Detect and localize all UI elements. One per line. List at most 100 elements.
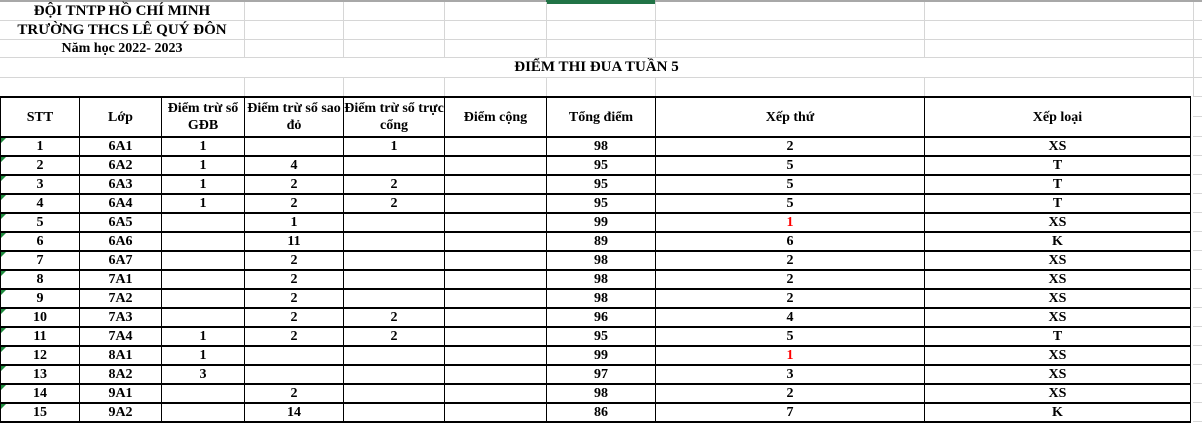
cell-plus[interactable] <box>444 345 547 366</box>
cell-class[interactable]: 7A1 <box>79 269 162 290</box>
cell-plus[interactable] <box>444 193 547 214</box>
cell-rank[interactable]: 6 <box>655 231 925 252</box>
cell-stt[interactable]: 2 <box>0 155 80 176</box>
cell-stt[interactable]: 15 <box>0 402 80 423</box>
cell-grade[interactable]: T <box>924 155 1191 176</box>
cell-stt[interactable]: 8 <box>0 269 80 290</box>
cell-rank[interactable]: 2 <box>655 288 925 309</box>
cell-class[interactable]: 6A4 <box>79 193 162 214</box>
cell-class[interactable]: 8A2 <box>79 364 162 385</box>
cell-total[interactable]: 96 <box>546 307 656 328</box>
column-header-tru_gdb[interactable]: Điểm trừ sổ GĐB <box>161 96 245 138</box>
cell-grade[interactable]: XS <box>924 136 1191 157</box>
cell-stt[interactable]: 11 <box>0 326 80 347</box>
cell-class[interactable]: 6A2 <box>79 155 162 176</box>
cell-minus-gdb[interactable]: 1 <box>161 326 245 347</box>
cell-minus-truccong[interactable] <box>343 155 445 176</box>
cell-plus[interactable] <box>444 136 547 157</box>
cell-stt[interactable]: 14 <box>0 383 80 404</box>
cell-minus-gdb[interactable]: 3 <box>161 364 245 385</box>
cell-minus-gdb[interactable]: 1 <box>161 345 245 366</box>
school-name-cell[interactable]: TRƯỜNG THCS LÊ QUÝ ĐÔN <box>17 22 227 38</box>
cell-grade[interactable]: XS <box>924 288 1191 309</box>
cell-total[interactable]: 98 <box>546 269 656 290</box>
cell-total[interactable]: 99 <box>546 345 656 366</box>
cell-minus-gdb[interactable] <box>161 383 245 404</box>
cell-minus-truccong[interactable]: 2 <box>343 307 445 328</box>
cell-class[interactable]: 7A4 <box>79 326 162 347</box>
cell-rank[interactable]: 5 <box>655 326 925 347</box>
cell-grade[interactable]: K <box>924 231 1191 252</box>
cell-minus-saodo[interactable] <box>244 345 344 366</box>
cell-minus-gdb[interactable] <box>161 402 245 423</box>
cell-rank[interactable]: 5 <box>655 155 925 176</box>
cell-rank[interactable]: 1 <box>655 212 925 233</box>
cell-total[interactable]: 95 <box>546 174 656 195</box>
cell-rank[interactable]: 1 <box>655 345 925 366</box>
cell-rank[interactable]: 5 <box>655 174 925 195</box>
cell-plus[interactable] <box>444 231 547 252</box>
cell-minus-saodo[interactable]: 2 <box>244 288 344 309</box>
cell-total[interactable]: 98 <box>546 250 656 271</box>
cell-minus-saodo[interactable]: 2 <box>244 193 344 214</box>
cell-minus-truccong[interactable] <box>343 364 445 385</box>
cell-stt[interactable]: 5 <box>0 212 80 233</box>
column-header-xep_thu[interactable]: Xếp thứ <box>655 96 925 138</box>
cell-plus[interactable] <box>444 288 547 309</box>
cell-grade[interactable]: T <box>924 326 1191 347</box>
cell-minus-truccong[interactable]: 1 <box>343 136 445 157</box>
cell-rank[interactable]: 2 <box>655 136 925 157</box>
cell-rank[interactable]: 4 <box>655 307 925 328</box>
cell-plus[interactable] <box>444 326 547 347</box>
cell-minus-gdb[interactable] <box>161 288 245 309</box>
cell-plus[interactable] <box>444 174 547 195</box>
cell-plus[interactable] <box>444 155 547 176</box>
cell-plus[interactable] <box>444 383 547 404</box>
cell-minus-truccong[interactable]: 2 <box>343 174 445 195</box>
cell-rank[interactable]: 2 <box>655 269 925 290</box>
cell-stt[interactable]: 1 <box>0 136 80 157</box>
cell-class[interactable]: 7A3 <box>79 307 162 328</box>
cell-stt[interactable]: 4 <box>0 193 80 214</box>
cell-minus-gdb[interactable]: 1 <box>161 193 245 214</box>
cell-grade[interactable]: K <box>924 402 1191 423</box>
cell-class[interactable]: 6A7 <box>79 250 162 271</box>
column-header-stt[interactable]: STT <box>0 96 80 138</box>
cell-class[interactable]: 6A1 <box>79 136 162 157</box>
cell-minus-truccong[interactable] <box>343 269 445 290</box>
cell-minus-saodo[interactable]: 2 <box>244 250 344 271</box>
cell-minus-saodo[interactable]: 2 <box>244 174 344 195</box>
column-header-tru_saodo[interactable]: Điểm trừ sổ sao đỏ <box>244 96 344 138</box>
school-year-cell[interactable]: Năm học 2022- 2023 <box>61 41 183 56</box>
cell-total[interactable]: 99 <box>546 212 656 233</box>
cell-minus-saodo[interactable]: 2 <box>244 269 344 290</box>
cell-total[interactable]: 98 <box>546 136 656 157</box>
cell-plus[interactable] <box>444 269 547 290</box>
cell-grade[interactable]: XS <box>924 345 1191 366</box>
cell-plus[interactable] <box>444 402 547 423</box>
cell-rank[interactable]: 7 <box>655 402 925 423</box>
cell-grade[interactable]: XS <box>924 383 1191 404</box>
cell-minus-gdb[interactable] <box>161 250 245 271</box>
cell-stt[interactable]: 7 <box>0 250 80 271</box>
cell-plus[interactable] <box>444 212 547 233</box>
cell-total[interactable]: 98 <box>546 288 656 309</box>
cell-plus[interactable] <box>444 364 547 385</box>
cell-minus-truccong[interactable] <box>343 250 445 271</box>
cell-class[interactable]: 7A2 <box>79 288 162 309</box>
cell-minus-gdb[interactable] <box>161 269 245 290</box>
cell-class[interactable]: 6A6 <box>79 231 162 252</box>
cell-total[interactable]: 97 <box>546 364 656 385</box>
cell-minus-truccong[interactable] <box>343 402 445 423</box>
cell-total[interactable]: 86 <box>546 402 656 423</box>
cell-minus-saodo[interactable]: 14 <box>244 402 344 423</box>
cell-minus-saodo[interactable]: 2 <box>244 307 344 328</box>
cell-grade[interactable]: XS <box>924 212 1191 233</box>
column-header-diem_cong[interactable]: Điểm cộng <box>444 96 547 138</box>
cell-minus-saodo[interactable]: 2 <box>244 383 344 404</box>
cell-class[interactable]: 8A1 <box>79 345 162 366</box>
cell-minus-truccong[interactable] <box>343 212 445 233</box>
cell-total[interactable]: 98 <box>546 383 656 404</box>
cell-minus-saodo[interactable]: 4 <box>244 155 344 176</box>
column-header-lop[interactable]: Lớp <box>79 96 162 138</box>
